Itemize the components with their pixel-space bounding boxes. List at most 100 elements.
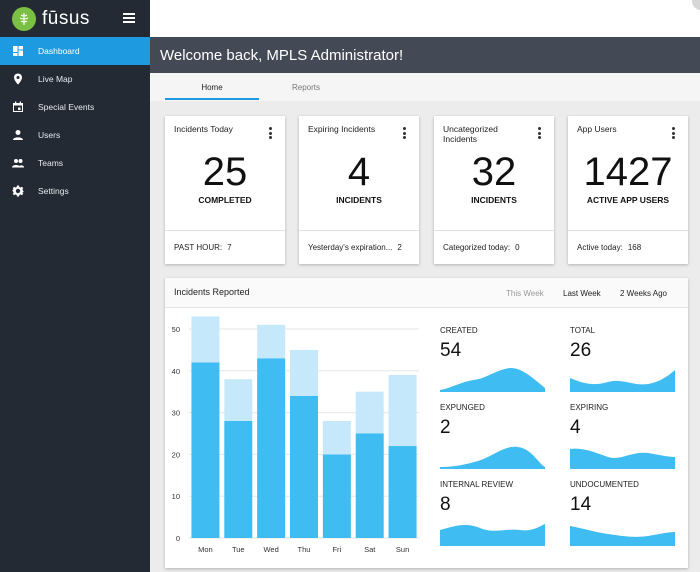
sparkline-undocumented — [570, 526, 675, 546]
more-vert-icon[interactable] — [538, 127, 542, 139]
page-title: Welcome back, MPLS Administrator! — [150, 37, 700, 73]
summary-label-expiring: EXPIRING — [570, 403, 609, 412]
stat-footer-value: 0 — [515, 243, 520, 252]
sidebar-item-label: Special Events — [38, 102, 95, 112]
top-bar — [150, 0, 700, 37]
stat-card-uncategorized-incidents: Uncategorized Incidents 32 INCIDENTS Catego… — [434, 116, 554, 264]
bar-sat-secondary[interactable] — [355, 391, 384, 434]
sidebar-item-teams[interactable]: Teams — [0, 149, 150, 177]
group-icon — [12, 157, 24, 169]
bar-sat-primary[interactable] — [355, 433, 384, 539]
stat-footer: Yesterday's expiration... 2 — [299, 230, 419, 264]
dashboard-icon — [12, 45, 24, 57]
bar-wed-primary[interactable] — [257, 358, 286, 538]
user-icon — [12, 129, 24, 141]
stat-footer-label: Yesterday's expiration... — [308, 243, 393, 252]
range-last-week[interactable]: Last Week — [563, 289, 601, 298]
stat-footer: Categorized today: 0 — [434, 230, 554, 264]
stat-footer: Active today: 168 — [568, 230, 688, 264]
bar-tue-secondary[interactable] — [224, 379, 253, 421]
sidebar: fūsus Dashboard Live Map Special Events Use… — [0, 0, 150, 572]
bar-fri-primary[interactable] — [322, 454, 351, 538]
fusus-logo-icon[interactable] — [12, 6, 36, 31]
y-tick-label: 40 — [172, 367, 180, 376]
y-tick-label: 10 — [172, 492, 180, 501]
x-tick-label: Fri — [332, 545, 341, 554]
stat-value: 25 — [202, 150, 248, 194]
y-tick-label: 20 — [172, 450, 180, 459]
sidebar-item-label: Live Map — [38, 74, 73, 84]
hamburger-menu-icon[interactable] — [123, 13, 135, 23]
tabs-bar: Home Reports — [150, 73, 700, 101]
active-tab-indicator — [165, 98, 259, 100]
sparkline-area — [440, 524, 545, 546]
sidebar-item-label: Dashboard — [38, 46, 80, 56]
summary-value-internal-review: 8 — [440, 494, 451, 515]
sparkline-area — [440, 367, 545, 392]
bar-tue-primary[interactable] — [224, 420, 253, 538]
brand: fūsus — [0, 0, 150, 37]
range-this-week[interactable]: This Week — [506, 289, 544, 298]
sidebar-item-special-events[interactable]: Special Events — [0, 93, 150, 121]
stat-footer-label: Active today: — [577, 243, 623, 252]
stat-title: Uncategorized Incidents — [443, 124, 498, 144]
stat-card-expiring-incidents: Expiring Incidents 4 INCIDENTS Yesterday's … — [299, 116, 419, 264]
sidebar-item-users[interactable]: Users — [0, 121, 150, 149]
summary-value-expiring: 4 — [570, 417, 581, 438]
stat-subtitle: INCIDENTS — [336, 195, 382, 205]
sidebar-nav: Dashboard Live Map Special Events Users Team… — [0, 37, 150, 205]
stat-title: Expiring Incidents — [308, 124, 376, 134]
summary-label-created: CREATED — [440, 326, 478, 335]
more-vert-icon[interactable] — [672, 127, 676, 139]
stat-subtitle: ACTIVE APP USERS — [586, 195, 670, 205]
stat-value: 1427 — [583, 150, 673, 194]
summary-label-total: TOTAL — [570, 326, 596, 335]
y-tick-label: 30 — [172, 409, 180, 418]
tab-home[interactable]: Home — [201, 82, 223, 92]
stat-subtitle: INCIDENTS — [471, 195, 517, 205]
bar-sun-secondary[interactable] — [388, 374, 417, 447]
incidents-reported-card: Incidents Reported This Week Last Week 2… — [165, 278, 688, 568]
main-content: Home Reports Incidents Today 25 COMPLETED P… — [150, 73, 700, 572]
bar-mon-secondary[interactable] — [191, 316, 220, 363]
bar-sun-primary[interactable] — [388, 446, 417, 538]
sparkline-total — [570, 370, 675, 392]
summary-label-undocumented: UNDOCUMENTED — [570, 480, 639, 489]
sidebar-item-label: Teams — [38, 158, 64, 168]
gear-icon — [12, 185, 24, 197]
sidebar-item-label: Users — [38, 130, 61, 140]
more-vert-icon[interactable] — [269, 127, 273, 139]
stat-card-app-users: App Users 1427 ACTIVE APP USERS Active toda… — [568, 116, 688, 264]
sidebar-item-label: Settings — [38, 186, 69, 196]
sparkline-expunged — [440, 446, 545, 469]
sidebar-item-live-map[interactable]: Live Map — [0, 65, 150, 93]
bar-mon-primary[interactable] — [191, 362, 220, 538]
tab-reports[interactable]: Reports — [291, 82, 320, 92]
stat-footer-value: 168 — [627, 243, 642, 252]
sidebar-item-dashboard[interactable]: Dashboard — [0, 37, 150, 65]
stat-footer-label: Categorized today: — [443, 243, 511, 252]
summary-value-expunged: 2 — [440, 417, 451, 438]
bar-thu-primary[interactable] — [290, 395, 318, 538]
x-tick-label: Wed — [263, 545, 278, 554]
y-tick-label: 0 — [176, 534, 180, 543]
summary-label-expunged: EXPUNGED — [440, 403, 485, 412]
sparkline-area — [440, 446, 545, 469]
chart-header: Incidents Reported This Week Last Week 2… — [165, 278, 688, 308]
x-tick-label: Thu — [298, 545, 311, 554]
stat-title: App Users — [577, 124, 617, 134]
stat-footer-label: PAST HOUR: — [174, 243, 223, 252]
stat-value: 32 — [471, 150, 517, 194]
sparkline-area — [570, 448, 675, 469]
sidebar-item-settings[interactable]: Settings — [0, 177, 150, 205]
bar-fri-secondary[interactable] — [322, 420, 351, 455]
summary-value-created: 54 — [440, 340, 462, 361]
stat-footer-value: 7 — [227, 243, 232, 252]
stat-subtitle: COMPLETED — [198, 195, 252, 205]
avatar[interactable] — [692, 0, 700, 10]
map-pin-icon — [12, 73, 24, 85]
range-two-weeks-ago[interactable]: 2 Weeks Ago — [620, 289, 667, 298]
more-vert-icon[interactable] — [403, 127, 407, 139]
bar-thu-secondary[interactable] — [290, 349, 318, 396]
bar-wed-secondary[interactable] — [257, 324, 286, 359]
